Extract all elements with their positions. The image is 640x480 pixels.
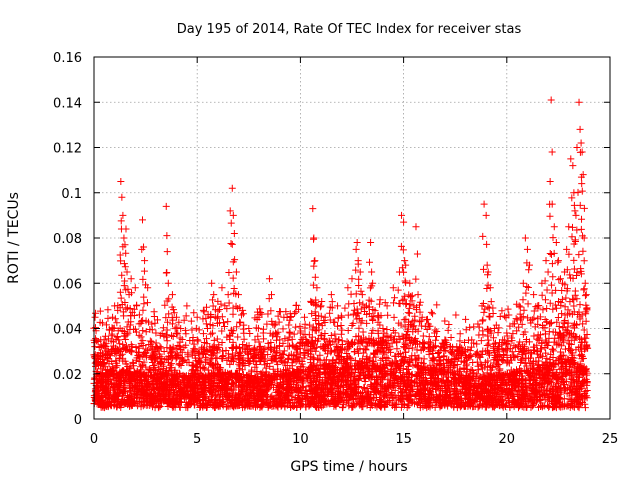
data-point [570,302,578,310]
data-point [429,310,437,318]
data-point [553,318,561,326]
data-point [502,314,510,322]
data-point [91,324,99,332]
data-point [484,336,492,344]
data-points [90,96,592,412]
data-point [549,305,557,313]
chart-title: Day 195 of 2014, Rate Of TEC Index for r… [177,22,522,37]
data-point [327,348,335,356]
data-point [391,294,399,302]
data-point [461,339,469,347]
data-point [304,347,312,355]
data-point [562,294,570,302]
data-point [270,321,278,329]
data-point [160,347,168,355]
data-point [408,370,416,378]
data-point [516,303,524,311]
data-point [504,305,512,313]
data-point [413,346,421,354]
data-point [366,395,374,403]
data-point [431,326,439,334]
data-point [567,329,575,337]
data-point [215,306,223,314]
data-point [159,324,167,332]
data-point [103,321,111,329]
data-point [104,314,112,322]
data-point [433,301,441,309]
data-point [269,365,277,373]
data-point [127,363,135,371]
data-point [452,311,460,319]
data-point [487,362,495,370]
data-point [187,317,195,325]
data-point [200,308,208,316]
data-point [518,320,526,328]
data-point [318,298,326,306]
data-point [416,298,424,306]
data-point [138,352,146,360]
data-point [116,340,124,348]
data-point [504,358,512,366]
data-point [535,403,543,411]
data-point [510,342,518,350]
data-point [420,355,428,363]
data-point [396,366,404,374]
data-point [478,365,486,373]
data-point [180,316,188,324]
data-point [274,312,282,320]
data-point [96,307,104,315]
data-point [341,304,349,312]
data-point [188,326,196,334]
data-point [201,365,209,373]
data-point [222,403,230,411]
data-point [226,360,234,368]
data-point [427,308,435,316]
data-point [530,314,538,322]
data-point [416,308,424,316]
data-point [139,327,147,335]
data-point [512,315,520,323]
data-point [261,361,269,369]
data-point [408,344,416,352]
grid-lines [94,57,610,419]
data-point [122,360,130,368]
data-point [445,320,453,328]
data-point [556,365,564,373]
data-point [331,330,339,338]
data-point [316,303,324,311]
data-point [178,348,186,356]
data-point [127,388,135,396]
data-point [266,362,274,370]
data-point [478,317,486,325]
data-point [156,403,164,411]
data-point [581,404,589,412]
data-point [417,317,425,325]
